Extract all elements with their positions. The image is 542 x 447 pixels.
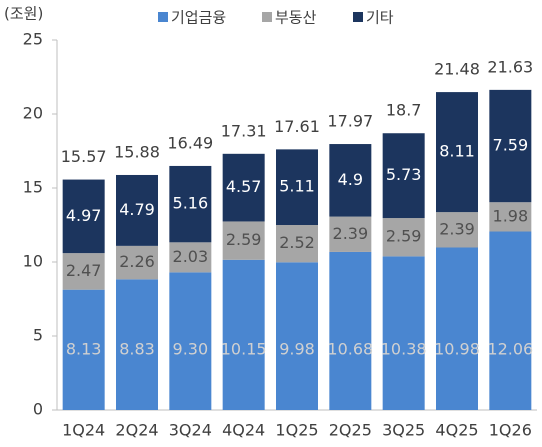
- x-tick-label: 1Q25: [275, 421, 318, 440]
- value-label: 5.73: [386, 165, 422, 184]
- x-tick-label: 2Q25: [329, 421, 372, 440]
- value-label: 12.06: [487, 340, 533, 359]
- y-tick-label: 0: [33, 400, 43, 419]
- legend-swatch: [158, 12, 168, 22]
- value-label: 2.59: [386, 227, 422, 246]
- y-tick-label: 25: [23, 30, 43, 49]
- value-label: 5.11: [279, 177, 315, 196]
- value-label: 2.59: [226, 230, 262, 249]
- total-label: 15.57: [61, 147, 107, 166]
- total-label: 17.97: [327, 112, 373, 131]
- bar-segment: [276, 149, 318, 225]
- bar-segment: [382, 256, 425, 410]
- value-label: 10.15: [221, 340, 267, 359]
- bar-segment: [62, 253, 105, 290]
- bar-segment: [329, 251, 372, 410]
- value-label: 8.11: [439, 142, 475, 161]
- value-label: 5.16: [173, 194, 209, 213]
- total-label: 18.7: [386, 101, 422, 120]
- bar-segment: [436, 92, 478, 213]
- value-label: 2.39: [439, 219, 475, 238]
- value-label: 2.52: [279, 233, 315, 252]
- x-tick-label: 4Q25: [435, 421, 478, 440]
- value-label: 8.13: [66, 340, 102, 359]
- bar-segment: [116, 174, 158, 246]
- value-label: 1.98: [493, 206, 529, 225]
- value-label: 7.59: [493, 136, 529, 155]
- value-label: 9.98: [279, 340, 315, 359]
- value-label: 10.98: [434, 340, 480, 359]
- bar-segment: [222, 221, 265, 260]
- value-label: 4.9: [338, 170, 363, 189]
- y-tick-label: 10: [23, 252, 43, 271]
- y-axis-label: (조원): [4, 5, 43, 23]
- bar-segment: [489, 231, 532, 410]
- value-label: 2.47: [66, 261, 102, 280]
- y-tick-label: 20: [23, 104, 43, 123]
- bar-segment: [116, 279, 158, 410]
- total-label: 15.88: [114, 142, 160, 161]
- total-label: 16.49: [167, 133, 213, 152]
- value-label: 4.57: [226, 177, 262, 196]
- total-label: 17.31: [221, 121, 267, 140]
- x-tick-label: 3Q25: [382, 421, 425, 440]
- total-label: 21.48: [434, 60, 480, 79]
- value-label: 9.30: [173, 340, 209, 359]
- total-label: 17.61: [274, 117, 320, 136]
- bar-segment: [116, 245, 158, 280]
- bar-segment: [169, 242, 212, 273]
- bar-segment: [329, 216, 372, 252]
- value-label: 10.68: [327, 340, 373, 359]
- bar-segment: [489, 89, 532, 203]
- bar-segment: [382, 218, 425, 257]
- x-tick-label: 2Q24: [115, 421, 158, 440]
- value-label: 4.79: [119, 200, 155, 219]
- bar-segment: [276, 262, 318, 410]
- bar-segment: [436, 247, 478, 410]
- total-label: 21.63: [487, 57, 533, 76]
- bar-segment: [222, 153, 265, 222]
- legend-label: 기타: [366, 9, 394, 27]
- bar-segment: [329, 144, 372, 217]
- legend-swatch: [262, 12, 272, 22]
- x-tick-label: 1Q26: [489, 421, 532, 440]
- bar-segment: [222, 259, 265, 410]
- bar-segment: [62, 289, 105, 410]
- y-tick-label: 15: [23, 178, 43, 197]
- value-label: 2.03: [173, 247, 209, 266]
- legend-swatch: [353, 12, 363, 22]
- legend-label: 기업금융: [171, 9, 226, 27]
- bar-segment: [169, 165, 212, 243]
- value-label: 2.39: [333, 224, 369, 243]
- bar-segment: [276, 225, 318, 263]
- legend-label: 부동산: [275, 9, 317, 27]
- bar-segment: [382, 133, 425, 219]
- bar-segment: [436, 212, 478, 248]
- bar-segment: [169, 272, 212, 410]
- value-label: 10.38: [381, 340, 427, 359]
- bar-segment: [489, 202, 532, 232]
- bar-segment: [62, 179, 105, 254]
- y-tick-label: 5: [33, 326, 43, 345]
- value-label: 8.83: [119, 340, 155, 359]
- value-label: 2.26: [119, 252, 155, 271]
- value-label: 4.97: [66, 206, 102, 225]
- x-tick-label: 4Q24: [222, 421, 265, 440]
- x-tick-label: 3Q24: [169, 421, 212, 440]
- x-tick-label: 1Q24: [62, 421, 105, 440]
